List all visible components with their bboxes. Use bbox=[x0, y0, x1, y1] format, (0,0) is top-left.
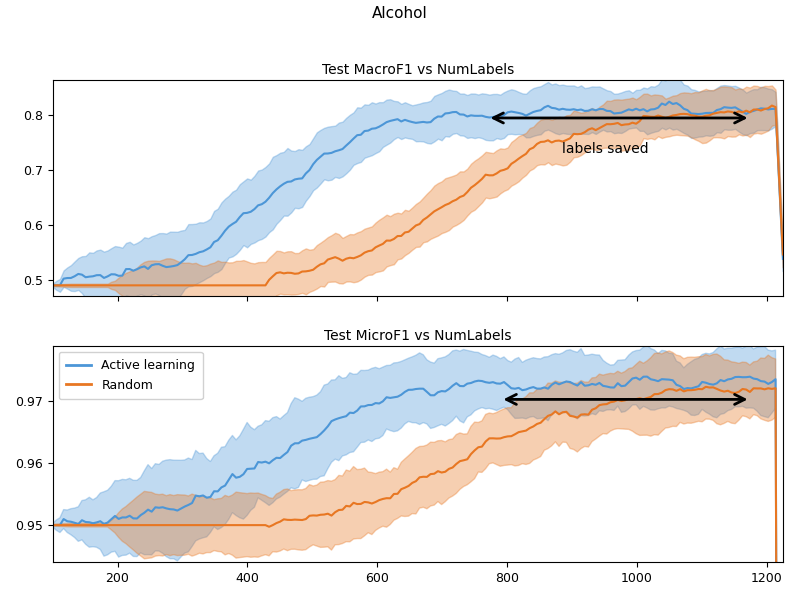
Title: Test MicroF1 vs NumLabels: Test MicroF1 vs NumLabels bbox=[324, 329, 511, 343]
Text: labels saved: labels saved bbox=[562, 142, 649, 155]
Text: Alcohol: Alcohol bbox=[372, 6, 428, 21]
Title: Test MacroF1 vs NumLabels: Test MacroF1 vs NumLabels bbox=[322, 63, 514, 77]
Legend: Active learning, Random: Active learning, Random bbox=[59, 352, 202, 399]
